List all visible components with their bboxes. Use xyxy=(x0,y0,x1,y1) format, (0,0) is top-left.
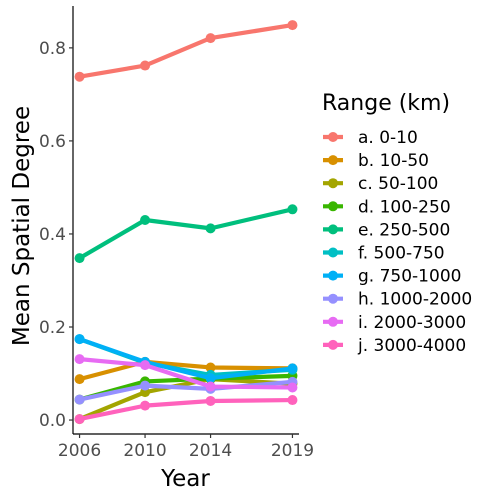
legend-item: c. 50-100 xyxy=(323,174,438,194)
x-tick-label: 2019 xyxy=(271,441,314,461)
legend-item: a. 0-10 xyxy=(323,128,418,148)
legend-title: Range (km) xyxy=(322,91,450,116)
data-point xyxy=(205,223,216,234)
legend-key-point xyxy=(328,247,338,258)
data-point xyxy=(140,380,151,391)
legend-items: a. 0-10 b. 10-50 c. 50-100 d. 100-250 e. 250… xyxy=(323,128,472,356)
data-point xyxy=(205,362,216,373)
x-axis-title: Year xyxy=(160,466,210,492)
data-point xyxy=(287,20,298,31)
x-tick-label: 2014 xyxy=(189,441,232,461)
y-tick-label: 0.2 xyxy=(39,318,66,338)
data-point xyxy=(287,395,298,406)
data-point xyxy=(140,215,151,225)
data-point xyxy=(74,253,85,264)
legend-key-point xyxy=(328,201,338,212)
series-line xyxy=(77,397,295,422)
legend-label: h. 1000-2000 xyxy=(358,290,472,310)
data-point xyxy=(287,204,298,215)
legend-key-point xyxy=(328,224,338,235)
legend-label: j. 3000-4000 xyxy=(357,336,466,356)
y-axis-ticks: 0.0 0.2 0.4 0.6 0.8 xyxy=(39,39,73,431)
data-point xyxy=(74,334,85,345)
data-point xyxy=(205,33,216,44)
y-tick-label: 0.4 xyxy=(39,225,66,245)
data-point xyxy=(205,373,216,384)
legend-label: e. 250-500 xyxy=(358,220,450,240)
legend-item: e. 250-500 xyxy=(323,220,450,240)
data-point xyxy=(140,400,151,411)
data-point xyxy=(74,354,85,365)
data-point xyxy=(287,363,298,374)
legend-label: f. 500-750 xyxy=(358,244,445,264)
data-point xyxy=(205,381,216,392)
x-axis-ticks: 2006 2010 2014 2019 xyxy=(58,434,314,461)
legend-item: b. 10-50 xyxy=(323,151,429,171)
legend-item: f. 500-750 xyxy=(323,244,445,264)
data-point xyxy=(287,382,298,393)
legend-key-point xyxy=(328,132,338,142)
legend-key-point xyxy=(328,316,338,327)
y-tick-label: 0.8 xyxy=(39,39,66,59)
series-10 xyxy=(74,395,298,425)
legend-label: c. 50-100 xyxy=(358,174,438,194)
legend-item: j. 3000-4000 xyxy=(323,336,466,356)
legend: Range (km) a. 0-10 b. 10-50 c. 50-100 d. 10… xyxy=(322,91,472,356)
legend-label: d. 100-250 xyxy=(358,197,451,217)
series-layer xyxy=(74,20,298,425)
series-9 xyxy=(74,354,298,393)
x-tick-label: 2006 xyxy=(58,441,101,461)
legend-item: i. 2000-3000 xyxy=(323,313,466,333)
series-line xyxy=(77,22,295,79)
legend-label: a. 0-10 xyxy=(358,128,418,148)
plot-area: 0.0 0.2 0.4 0.6 0.8 2006 2010 2014 2019 xyxy=(39,6,314,461)
series-1 xyxy=(74,20,298,82)
series-line xyxy=(77,357,295,390)
legend-key-point xyxy=(328,155,338,166)
data-point xyxy=(205,395,216,406)
data-point xyxy=(74,414,85,425)
legend-label: i. 2000-3000 xyxy=(358,313,466,333)
y-tick-label: 0.0 xyxy=(39,411,66,431)
legend-item: g. 750-1000 xyxy=(323,267,461,287)
series-line xyxy=(77,207,295,261)
legend-item: d. 100-250 xyxy=(323,197,451,217)
legend-key-point xyxy=(328,270,338,281)
data-point xyxy=(140,360,151,371)
legend-key-point xyxy=(328,293,338,304)
series-5 xyxy=(74,204,298,264)
data-point xyxy=(74,394,85,405)
y-axis-title: Mean Spatial Degree xyxy=(9,106,35,346)
x-tick-label: 2010 xyxy=(123,441,166,461)
data-point xyxy=(74,71,85,82)
legend-key-point xyxy=(328,339,338,350)
legend-label: g. 750-1000 xyxy=(358,267,461,287)
y-tick-label: 0.6 xyxy=(39,132,66,152)
legend-label: b. 10-50 xyxy=(358,151,429,171)
series-line xyxy=(77,359,295,382)
data-point xyxy=(140,60,151,71)
legend-item: h. 1000-2000 xyxy=(323,290,472,310)
series-line xyxy=(77,337,295,381)
data-point xyxy=(74,374,85,385)
legend-key-point xyxy=(328,178,338,189)
